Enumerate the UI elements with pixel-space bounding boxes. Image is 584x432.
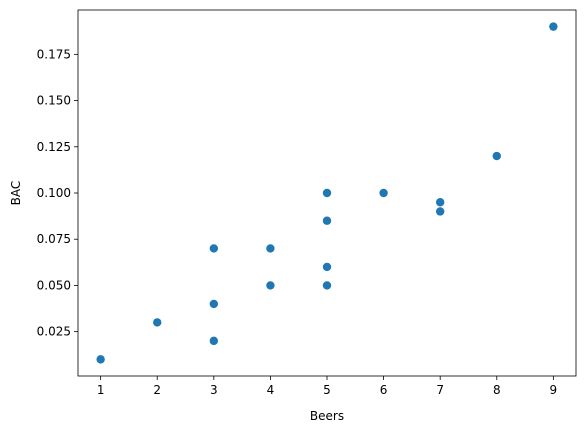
point	[96, 355, 105, 364]
point	[549, 22, 558, 31]
x-tick-label: 7	[436, 383, 444, 397]
point	[435, 207, 445, 216]
x-tick-label: 8	[493, 383, 501, 397]
point	[322, 262, 332, 272]
point	[379, 188, 388, 198]
y-tick-label: 0.025	[37, 325, 71, 339]
y-tick-label: 0.125	[37, 140, 71, 154]
x-tick-label: 1	[97, 383, 105, 397]
y-tick-label: 0.150	[37, 94, 71, 108]
x-tick-label: 4	[267, 383, 275, 397]
point	[209, 244, 219, 253]
x-axis-label: Beers	[310, 409, 344, 423]
y-tick-label: 0.100	[37, 186, 71, 200]
point	[209, 299, 219, 309]
point	[435, 198, 445, 207]
x-tick-label: 2	[153, 383, 161, 397]
x-tick-label: 9	[550, 383, 558, 397]
point	[266, 281, 275, 290]
point	[322, 188, 332, 198]
x-tick-label: 6	[380, 383, 388, 397]
y-tick-label: 0.175	[37, 47, 71, 61]
point	[322, 281, 332, 290]
point	[266, 244, 275, 253]
y-tick-label: 0.075	[37, 232, 71, 246]
x-tick-label: 5	[323, 383, 331, 397]
point	[322, 216, 332, 225]
y-axis-label: BAC	[9, 181, 23, 206]
point	[153, 318, 162, 327]
point	[209, 336, 219, 346]
point	[492, 151, 501, 161]
y-tick-label: 0.050	[37, 278, 71, 292]
x-tick-label: 3	[210, 383, 218, 397]
